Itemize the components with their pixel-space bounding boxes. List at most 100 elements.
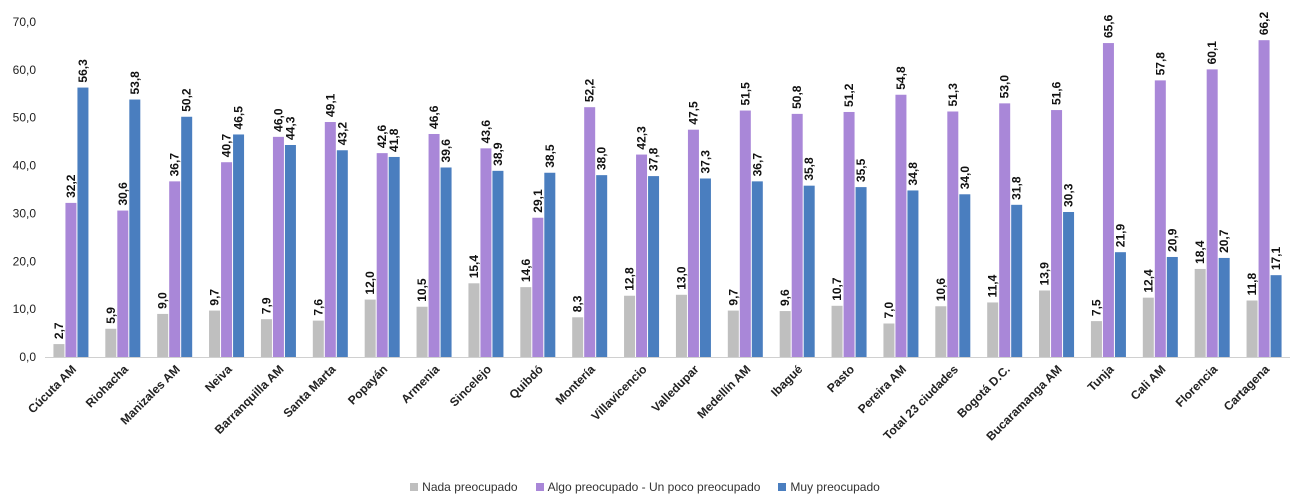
bar xyxy=(1154,80,1166,357)
data-label: 12,4 xyxy=(1141,269,1155,293)
x-tick-label: Montería xyxy=(553,362,598,407)
x-tick-label: Pereira AM xyxy=(855,362,909,416)
data-label: 41,8 xyxy=(387,128,401,152)
legend-item-muy: Muy preocupado xyxy=(778,480,880,494)
bar xyxy=(1039,290,1051,357)
bar xyxy=(480,148,492,357)
x-tick-label: Medellín AM xyxy=(694,362,753,421)
data-label: 47,5 xyxy=(686,101,700,125)
bar-chart: 0,0 10,0 20,0 30,0 40,0 50,0 60,0 70,0 2,7 32,2 56… xyxy=(13,12,1290,443)
data-label: 36,7 xyxy=(168,153,182,177)
y-tick-label: 40,0 xyxy=(13,159,37,173)
bar xyxy=(883,323,895,357)
data-label: 35,8 xyxy=(802,157,816,181)
x-tick-label: Popayán xyxy=(345,362,390,407)
x-tick-label: Armenia xyxy=(398,362,442,406)
bar xyxy=(129,99,141,358)
data-label: 37,8 xyxy=(647,147,661,171)
bar xyxy=(1102,43,1114,358)
bar xyxy=(843,111,855,357)
data-label: 35,5 xyxy=(854,158,868,182)
x-tick-label: Florencia xyxy=(1173,362,1221,410)
data-label: 9,7 xyxy=(208,289,222,306)
legend-swatch-nada xyxy=(410,483,419,491)
bar xyxy=(260,319,272,357)
bar xyxy=(364,299,376,357)
bar xyxy=(687,129,699,357)
data-label: 17,1 xyxy=(1269,246,1283,270)
data-label: 8,3 xyxy=(571,295,585,312)
bar xyxy=(584,107,596,357)
legend-swatch-muy xyxy=(778,483,787,491)
bar xyxy=(520,287,532,357)
data-label: 15,4 xyxy=(467,255,481,279)
bar xyxy=(699,178,711,357)
data-label: 66,2 xyxy=(1257,12,1271,36)
bar xyxy=(855,187,867,357)
legend-label-muy: Muy preocupado xyxy=(790,480,880,494)
bar xyxy=(1166,256,1178,357)
x-tick-label: Ibagué xyxy=(768,362,805,399)
data-label: 12,8 xyxy=(623,267,637,291)
bar xyxy=(1194,268,1206,357)
data-label: 51,2 xyxy=(842,83,856,107)
y-tick-label: 50,0 xyxy=(13,111,37,125)
data-label: 7,6 xyxy=(311,299,325,316)
legend-item-algo: Algo preocupado - Un poco preocupado xyxy=(535,480,760,494)
x-tick-label: Pasto xyxy=(824,362,857,395)
legend: Nada preocupado Algo preocupado - Un poc… xyxy=(0,478,1290,496)
data-label: 13,0 xyxy=(674,266,688,290)
bar xyxy=(803,185,815,357)
bar xyxy=(1114,252,1126,357)
data-label: 30,6 xyxy=(116,182,130,206)
bar xyxy=(907,190,919,357)
bar xyxy=(675,294,687,357)
legend-label-nada: Nada preocupado xyxy=(422,480,518,494)
data-label: 38,9 xyxy=(491,142,505,166)
bar xyxy=(1206,69,1218,357)
bar xyxy=(895,94,907,357)
bar xyxy=(572,317,584,357)
bar xyxy=(987,302,999,357)
bar xyxy=(440,167,452,357)
data-label: 34,0 xyxy=(958,166,972,190)
bar xyxy=(739,110,751,358)
data-label: 38,5 xyxy=(543,144,557,168)
data-label: 36,7 xyxy=(750,153,764,177)
data-label: 12,0 xyxy=(363,271,377,295)
data-label: 9,0 xyxy=(156,292,170,309)
data-label: 51,6 xyxy=(1050,81,1064,105)
legend-item-nada: Nada preocupado xyxy=(410,480,518,494)
x-tick-label: Riohacha xyxy=(83,362,131,410)
bar xyxy=(1142,297,1154,357)
data-label: 46,0 xyxy=(271,108,285,132)
bar xyxy=(209,310,221,357)
data-label: 20,7 xyxy=(1217,229,1231,253)
bar xyxy=(1270,275,1282,357)
bar xyxy=(336,150,348,357)
bar xyxy=(624,295,636,357)
bar xyxy=(1090,321,1102,357)
bar xyxy=(388,156,400,357)
data-label: 49,1 xyxy=(323,93,337,117)
bar xyxy=(636,154,648,357)
data-label: 11,8 xyxy=(1245,273,1259,296)
data-label: 5,9 xyxy=(104,307,118,324)
bar xyxy=(648,176,660,357)
bar xyxy=(181,116,193,357)
data-label: 44,3 xyxy=(283,116,297,140)
bar xyxy=(468,283,480,357)
bar xyxy=(312,320,324,357)
data-label: 65,6 xyxy=(1101,14,1115,38)
x-tick-label: Cali AM xyxy=(1128,362,1169,403)
y-tick-label: 20,0 xyxy=(13,254,37,268)
data-label: 60,1 xyxy=(1205,41,1219,65)
bar xyxy=(105,328,117,357)
data-label: 50,2 xyxy=(180,88,194,112)
bar xyxy=(779,311,791,357)
bar xyxy=(596,175,608,357)
data-label: 42,3 xyxy=(635,126,649,150)
data-label: 52,2 xyxy=(583,79,597,103)
bar xyxy=(157,313,169,357)
data-label: 21,9 xyxy=(1113,224,1127,248)
